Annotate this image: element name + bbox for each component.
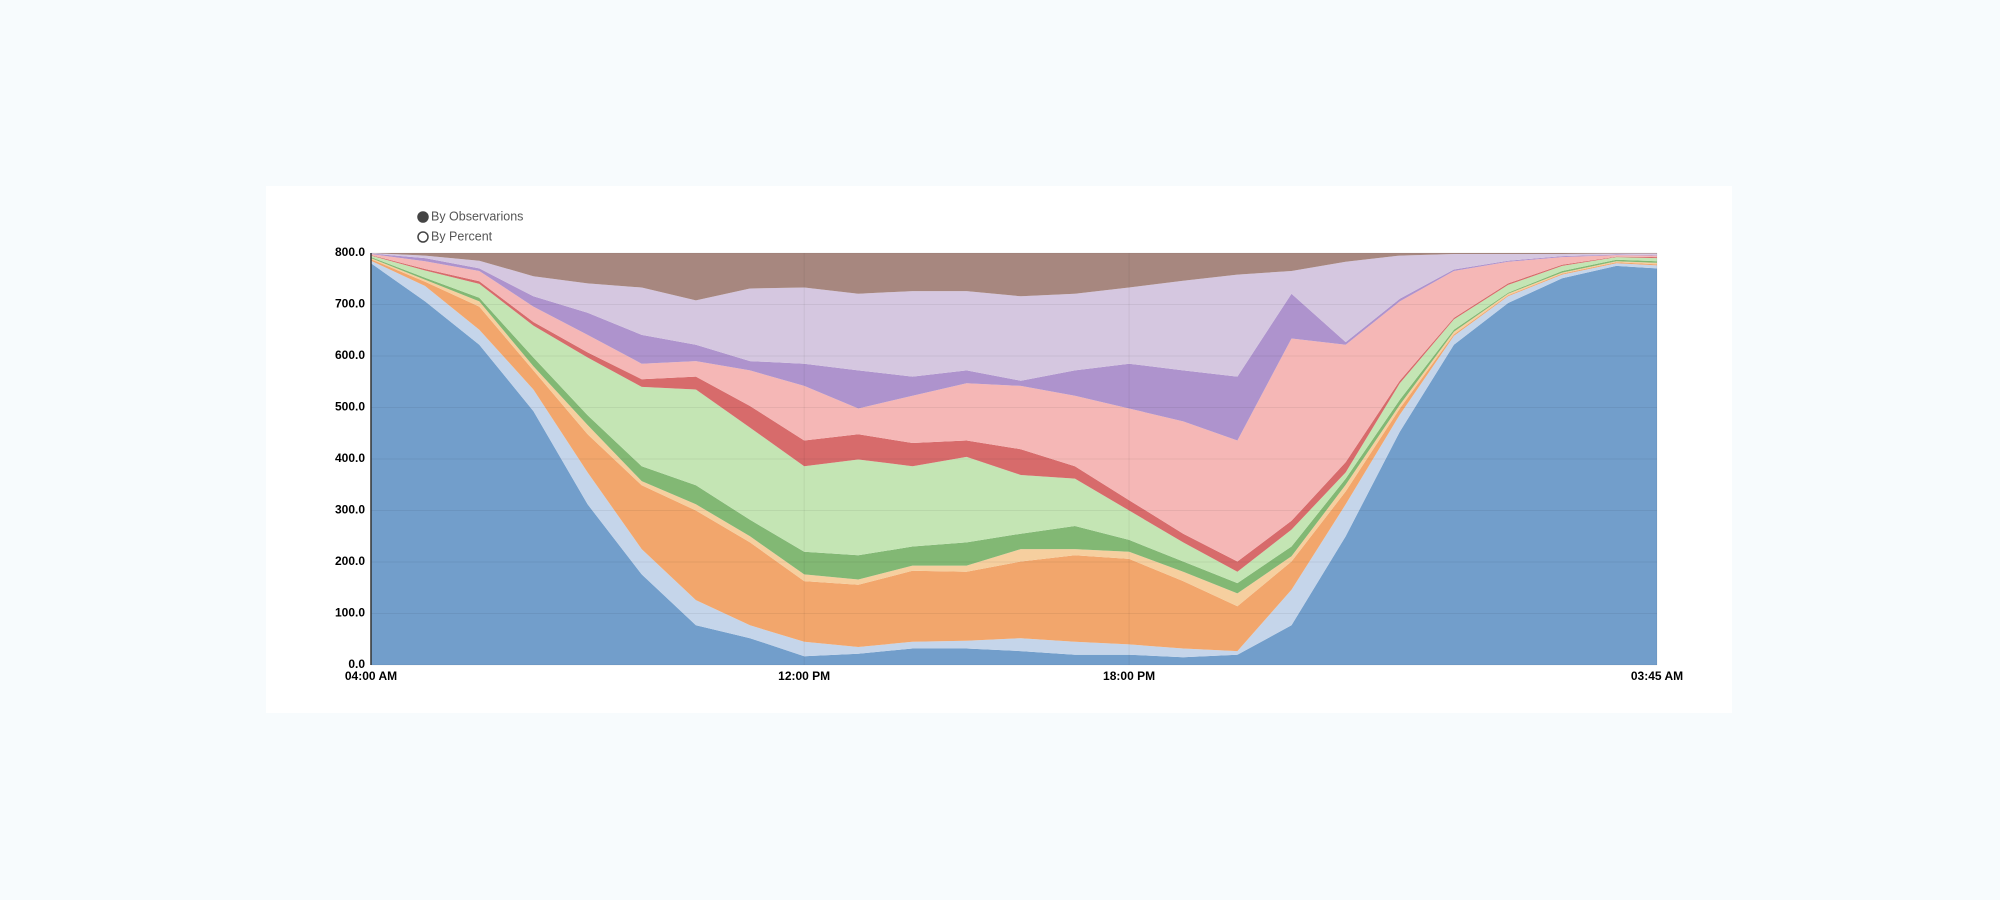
x-tick-label: 12:00 PM bbox=[778, 669, 830, 683]
y-tick-label: 0.0 bbox=[348, 657, 365, 671]
x-tick-label: 04:00 AM bbox=[345, 669, 397, 683]
area bbox=[371, 259, 1657, 652]
labels: 0.0 100.0 200.0 300.0 400.0 500.0 600.0 700.0 80… bbox=[335, 245, 1683, 683]
radio-label[interactable]: By Observarions bbox=[431, 209, 523, 223]
y-tick-label: 400.0 bbox=[335, 451, 365, 465]
y-tick-label: 600.0 bbox=[335, 348, 365, 362]
y-tick-label: 500.0 bbox=[335, 400, 365, 414]
y-tick-label: 700.0 bbox=[335, 297, 365, 311]
plot-areas bbox=[371, 253, 1657, 665]
area bbox=[371, 255, 1657, 584]
mode-controls: By Observarions By Percent bbox=[417, 209, 523, 243]
radio-button[interactable] bbox=[417, 231, 429, 243]
area bbox=[371, 253, 1657, 441]
area bbox=[371, 253, 1657, 301]
y-tick-label: 100.0 bbox=[335, 606, 365, 620]
y-tick-label: 200.0 bbox=[335, 554, 365, 568]
x-tick-label: 03:45 AM bbox=[1631, 669, 1683, 683]
area bbox=[371, 254, 1657, 562]
y-tick-label: 800.0 bbox=[335, 245, 365, 259]
area bbox=[371, 253, 1657, 381]
x-tick-label: 18:00 PM bbox=[1103, 669, 1155, 683]
radio-label[interactable]: By Percent bbox=[431, 229, 493, 243]
y-tick-label: 300.0 bbox=[335, 503, 365, 517]
radio-button[interactable] bbox=[417, 211, 429, 223]
area bbox=[371, 263, 1657, 665]
grid bbox=[370, 252, 1658, 666]
